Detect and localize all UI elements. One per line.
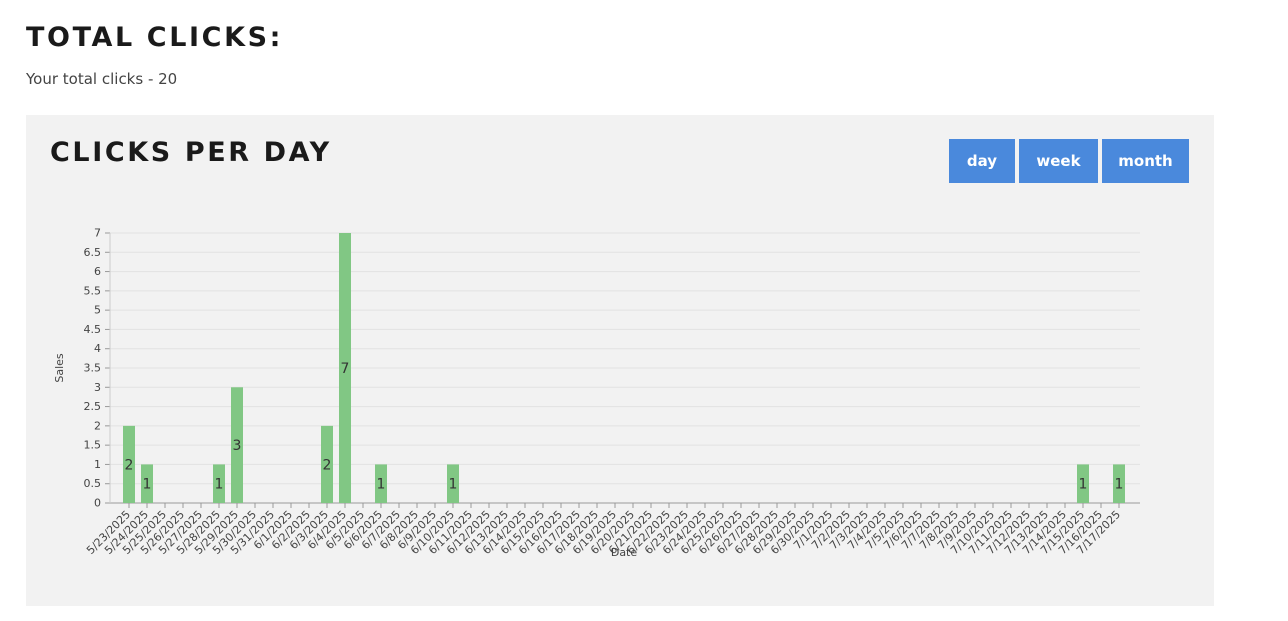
bar bbox=[1077, 464, 1089, 503]
y-tick-label: 0 bbox=[94, 497, 101, 510]
bar-value-label: 2 bbox=[125, 457, 134, 473]
bar bbox=[1113, 464, 1125, 503]
day-button[interactable]: day bbox=[949, 139, 1015, 183]
bar-value-label: 1 bbox=[1115, 477, 1124, 493]
bar bbox=[339, 233, 351, 503]
bar-value-label: 2 bbox=[323, 457, 332, 473]
y-tick-label: 2.5 bbox=[84, 400, 102, 413]
y-axis-title: Sales bbox=[53, 353, 66, 383]
bar bbox=[213, 464, 225, 503]
bar-value-label: 1 bbox=[215, 477, 224, 493]
bar bbox=[141, 464, 153, 503]
bar-value-label: 3 bbox=[233, 438, 242, 454]
y-tick-label: 6 bbox=[94, 265, 101, 278]
bar bbox=[375, 464, 387, 503]
bar-value-label: 1 bbox=[1079, 477, 1088, 493]
bar-value-label: 1 bbox=[143, 477, 152, 493]
y-tick-label: 3 bbox=[94, 381, 101, 394]
chart-panel-title: CLICKS PER DAY bbox=[50, 137, 332, 168]
y-tick-label: 5 bbox=[94, 304, 101, 317]
bar bbox=[321, 425, 333, 503]
total-clicks-title: TOTAL CLICKS: bbox=[26, 22, 284, 53]
y-tick-label: 2 bbox=[94, 419, 101, 432]
x-axis-title: Date bbox=[611, 546, 638, 559]
bar bbox=[123, 425, 135, 503]
y-tick-label: 1.5 bbox=[84, 439, 102, 452]
clicks-per-day-panel: CLICKS PER DAY day week month 0 0.5 1 1.5 2 2… bbox=[26, 115, 1214, 606]
bar bbox=[447, 464, 459, 503]
y-tick-label: 3.5 bbox=[84, 362, 102, 375]
bar-value-label: 1 bbox=[377, 477, 386, 493]
bar-value-label: 7 bbox=[341, 361, 350, 377]
month-button[interactable]: month bbox=[1102, 139, 1189, 183]
y-tick-label: 0.5 bbox=[84, 477, 102, 490]
y-tick-label: 5.5 bbox=[84, 284, 102, 297]
week-button[interactable]: week bbox=[1019, 139, 1098, 183]
y-tick-label: 6.5 bbox=[84, 246, 102, 259]
y-tick-label: 4.5 bbox=[84, 323, 102, 336]
y-tick-label: 4 bbox=[94, 342, 101, 355]
y-tick-label: 1 bbox=[94, 458, 101, 471]
total-clicks-text: Your total clicks - 20 bbox=[26, 70, 178, 88]
y-tick-label: 7 bbox=[94, 227, 101, 240]
clicks-bar-chart: 00.511.522.533.544.555.566.5725/23/20251… bbox=[53, 227, 1140, 559]
bar bbox=[231, 387, 243, 503]
bar-value-label: 1 bbox=[449, 477, 458, 493]
